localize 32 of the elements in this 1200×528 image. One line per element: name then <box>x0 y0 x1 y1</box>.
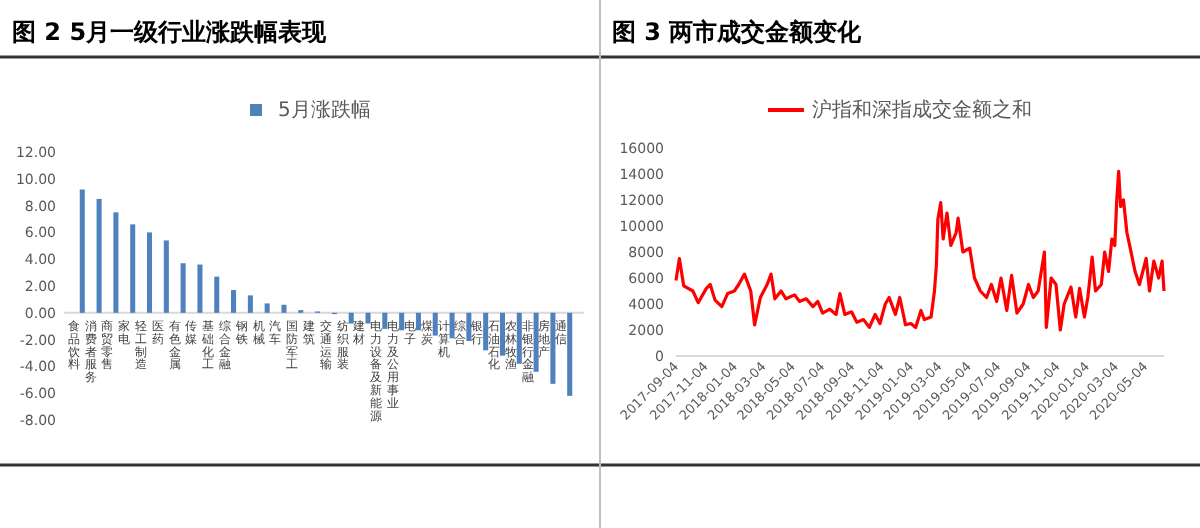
bar <box>483 312 489 351</box>
bar <box>415 312 421 331</box>
bar <box>432 312 438 336</box>
chart-title: 图 2 5月一级行业涨跌幅表现 <box>12 18 329 46</box>
chart-title: 图 3 两市成交金额变化 <box>612 18 864 46</box>
bar <box>365 312 371 324</box>
bar <box>348 312 354 324</box>
bar <box>163 240 169 313</box>
bar <box>231 290 237 313</box>
bar <box>180 263 186 313</box>
bar <box>147 232 153 313</box>
bar <box>130 224 136 313</box>
bar <box>533 312 539 372</box>
bar <box>281 304 287 313</box>
bar <box>197 264 203 313</box>
line-series <box>674 169 1166 332</box>
bar <box>79 189 85 313</box>
bar <box>382 312 388 329</box>
bar <box>499 312 505 356</box>
bar <box>567 312 573 396</box>
bar <box>399 312 405 331</box>
bar <box>214 276 220 313</box>
bar <box>550 312 556 384</box>
bar <box>466 312 472 341</box>
bar <box>449 312 455 339</box>
legend-label: 5月涨跌幅 <box>278 98 371 122</box>
bar <box>96 198 102 313</box>
bar <box>113 212 119 313</box>
bar <box>264 303 270 313</box>
legend-label: 沪指和深指成交金额之和 <box>812 98 1032 122</box>
bar <box>247 295 253 313</box>
bar <box>516 312 522 364</box>
